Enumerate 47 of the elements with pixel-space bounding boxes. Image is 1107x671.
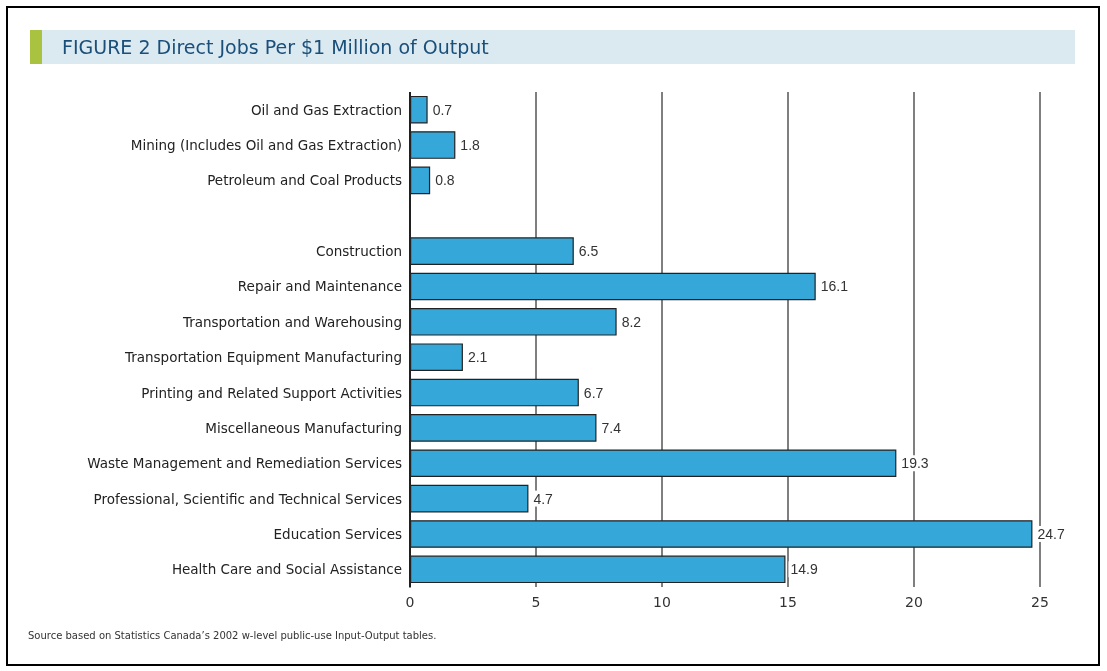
y-tick-label: Miscellaneous Manufacturing	[205, 419, 402, 436]
y-tick-label: Education Services	[273, 525, 402, 542]
data-label: 24.7	[1037, 525, 1065, 542]
data-label: 0.7	[432, 101, 453, 118]
data-label: 7.4	[601, 419, 622, 436]
bar	[410, 449, 897, 478]
x-tick-label: 25	[1031, 594, 1049, 610]
data-label: 16.1	[820, 278, 849, 295]
y-tick-label: Printing and Related Support Activities	[141, 384, 402, 401]
y-tick-label: Transportation and Warehousing	[181, 313, 402, 330]
bar	[410, 520, 1033, 548]
bar	[410, 131, 456, 159]
source-note: Source based on Statistics Canada’s 2002 w-level public-use Input-Output tables.	[28, 630, 437, 641]
y-tick-label: Health Care and Social Assistance	[171, 561, 402, 578]
x-tick-label: 0	[405, 594, 415, 610]
x-tick-label: 5	[531, 594, 541, 610]
data-label: 4.7	[533, 490, 554, 507]
bar	[410, 378, 579, 407]
bar	[410, 555, 786, 584]
bar	[410, 95, 428, 124]
bar	[410, 484, 529, 513]
x-tick-label: 10	[653, 594, 671, 610]
bar	[410, 166, 431, 195]
bar	[410, 308, 617, 336]
bar	[410, 343, 463, 371]
bar	[410, 237, 574, 265]
data-label: 14.9	[790, 561, 818, 578]
data-label: 6.5	[578, 243, 599, 260]
chart-title: FIGURE 2 Direct Jobs Per $1 Million of Output	[62, 36, 489, 58]
data-label: 19.3	[901, 455, 929, 472]
y-tick-label: Mining (Includes Oil and Gas Extraction)	[130, 137, 402, 154]
data-label: 0.8	[435, 172, 455, 189]
bar	[410, 272, 816, 301]
y-tick-label: Oil and Gas Extraction	[250, 101, 402, 118]
x-tick-label: 20	[905, 594, 923, 610]
data-label: 6.7	[583, 384, 604, 401]
data-label: 8.2	[621, 313, 642, 330]
y-tick-label: Transportation Equipment Manufacturing	[123, 349, 402, 366]
y-tick-label: Waste Management and Remediation Services	[87, 455, 402, 472]
y-tick-label: Petroleum and Coal Products	[207, 172, 402, 189]
y-tick-label: Professional, Scientific and Technical Services	[93, 490, 402, 507]
bar	[410, 414, 597, 442]
data-label: 2.1	[467, 349, 488, 366]
x-tick-label: 15	[779, 594, 797, 610]
y-tick-label: Repair and Maintenance	[237, 278, 402, 295]
y-tick-label: Construction	[316, 243, 402, 260]
data-label: 1.8	[460, 137, 481, 154]
